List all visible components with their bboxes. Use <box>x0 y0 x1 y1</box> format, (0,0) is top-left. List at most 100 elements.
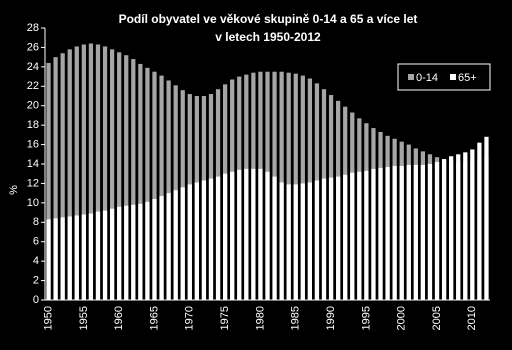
bar <box>166 193 171 300</box>
bar <box>102 210 108 300</box>
bar <box>215 176 221 300</box>
x-tick-label: 1960 <box>113 306 125 330</box>
bar <box>81 44 86 301</box>
bar <box>102 46 108 301</box>
bar <box>67 216 72 300</box>
bar <box>392 165 397 300</box>
y-tick-label: 2 <box>33 274 39 286</box>
x-tick-label: 1995 <box>360 306 372 330</box>
bar <box>67 49 72 300</box>
bar <box>244 168 249 300</box>
y-tick-label: 16 <box>27 138 39 150</box>
bar <box>371 168 376 300</box>
bar <box>88 43 94 301</box>
bar <box>350 172 355 300</box>
bar <box>81 214 86 300</box>
bar <box>364 170 369 300</box>
bar <box>88 213 94 300</box>
bar <box>138 63 143 300</box>
bar <box>434 162 440 300</box>
bar <box>272 176 277 300</box>
x-tick-label: 1970 <box>184 306 196 330</box>
legend-label: 65+ <box>458 72 477 84</box>
bar <box>420 164 426 300</box>
legend-label: 0-14 <box>416 72 438 84</box>
y-tick-label: 4 <box>33 255 39 267</box>
y-axis-label: % <box>8 185 20 195</box>
bar <box>314 180 320 300</box>
bar <box>208 178 214 300</box>
bar <box>456 154 461 300</box>
bar <box>321 178 327 300</box>
bar <box>109 208 115 300</box>
bar <box>477 142 482 300</box>
bar <box>145 201 150 300</box>
y-tick-label: 8 <box>33 216 39 228</box>
x-tick-label: 2010 <box>466 306 478 330</box>
bar <box>117 52 122 301</box>
y-tick-label: 28 <box>27 22 39 34</box>
bar <box>95 44 101 301</box>
x-tick-label: 2005 <box>431 306 443 330</box>
bar <box>131 204 136 300</box>
bar <box>484 136 489 300</box>
y-tick-label: 0 <box>33 294 39 306</box>
bar <box>258 168 263 300</box>
legend-swatch <box>408 74 414 80</box>
bar <box>463 152 468 300</box>
bar <box>138 203 143 300</box>
bar <box>449 156 454 300</box>
bar <box>201 180 207 300</box>
bar <box>173 190 178 300</box>
bar <box>230 171 235 300</box>
bar <box>251 168 256 300</box>
bar <box>293 184 298 300</box>
x-tick-label: 1980 <box>254 306 266 330</box>
x-tick-label: 1955 <box>78 306 90 330</box>
bar <box>60 217 65 300</box>
bar <box>124 205 129 300</box>
y-tick-label: 20 <box>27 100 39 112</box>
bar <box>378 167 383 300</box>
bar <box>152 71 157 300</box>
bar <box>53 218 58 300</box>
chart-title: v letech 1950-2012 <box>215 30 321 44</box>
bar <box>109 49 115 300</box>
legend-swatch <box>450 74 456 80</box>
y-tick-label: 10 <box>27 197 39 209</box>
x-tick-label: 1985 <box>290 306 302 330</box>
bar <box>53 57 58 301</box>
x-tick-label: 1975 <box>219 306 231 330</box>
bar <box>194 182 199 300</box>
bar <box>470 149 475 300</box>
y-tick-label: 22 <box>27 80 39 92</box>
bar <box>286 184 291 300</box>
bar <box>399 165 404 300</box>
bar <box>357 171 362 300</box>
y-tick-label: 14 <box>27 158 39 170</box>
bar <box>46 62 51 300</box>
chart-title: Podíl obyvatel ve věkové skupině 0-14 a … <box>119 12 418 26</box>
x-tick-label: 1990 <box>325 306 337 330</box>
bar <box>307 182 312 300</box>
bar <box>152 198 157 300</box>
y-tick-label: 12 <box>27 177 39 189</box>
bar <box>159 75 164 300</box>
bar <box>187 184 192 300</box>
bar <box>343 174 348 300</box>
bar <box>145 67 150 300</box>
bar <box>95 211 101 300</box>
bar <box>46 219 51 300</box>
bar <box>74 46 79 301</box>
y-tick-label: 6 <box>33 236 39 248</box>
bar <box>223 173 228 300</box>
bar <box>279 182 284 300</box>
bar <box>328 177 334 300</box>
bar <box>441 159 447 300</box>
bar <box>74 215 79 300</box>
bar <box>265 171 270 300</box>
legend-box <box>397 63 491 91</box>
x-tick-label: 2000 <box>396 306 408 330</box>
bar <box>117 206 122 300</box>
